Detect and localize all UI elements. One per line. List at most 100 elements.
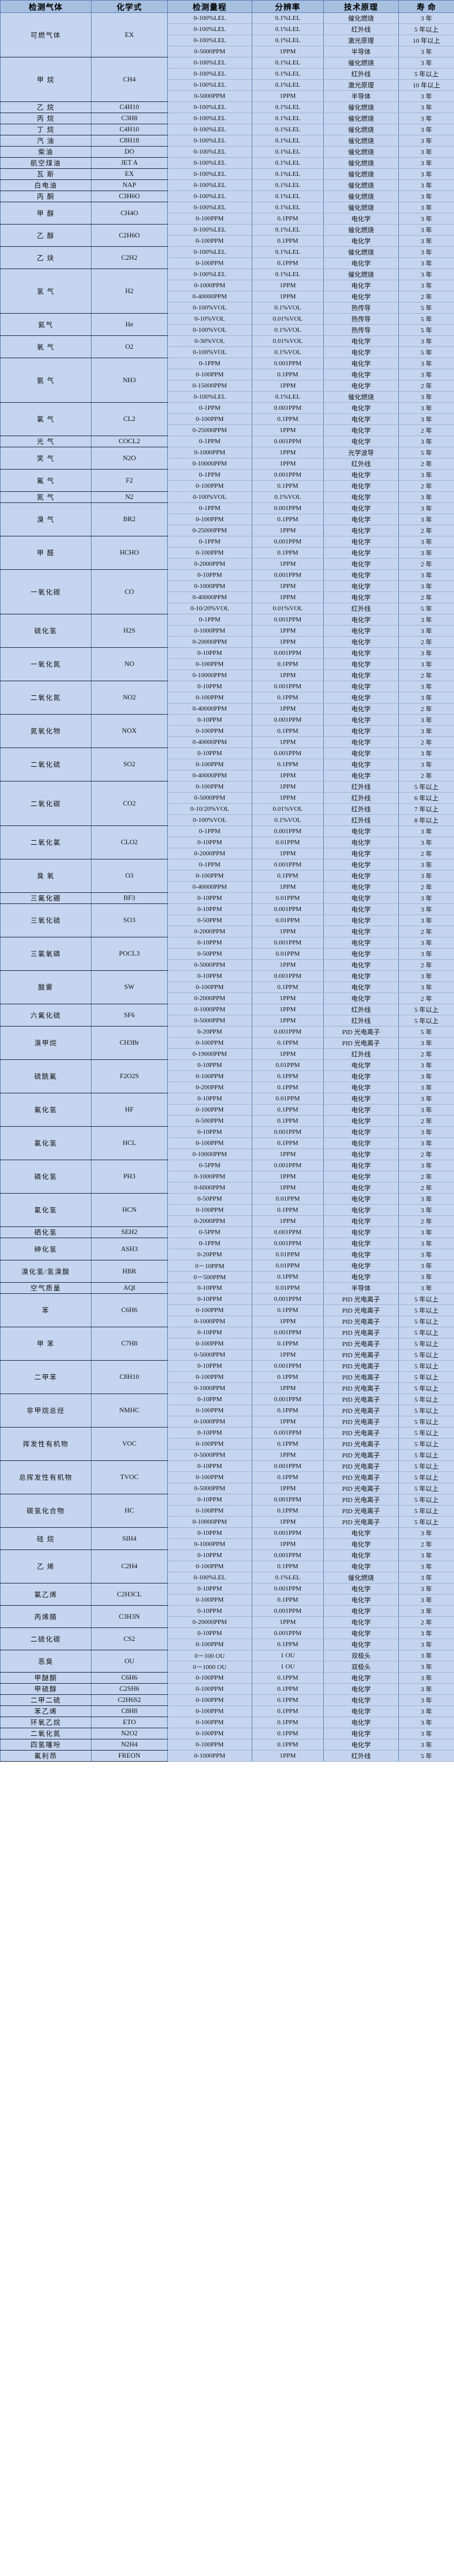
range-cell: 0-1000PPM (167, 1004, 252, 1015)
formula-cell: C2SH6 (91, 1683, 168, 1695)
resolution-cell: 0.001PPM (252, 1605, 324, 1617)
principle-cell: PID 光电离子 (323, 1382, 399, 1394)
principle-cell: 电化学 (323, 681, 399, 692)
range-cell: 0-10PPM (167, 1427, 252, 1439)
resolution-cell: 1PPM (252, 90, 324, 102)
header-row: 检测气体 化学式 检测量程 分辨率 技术原理 寿 命 (0, 0, 454, 13)
range-cell: 0-100%LEL (167, 168, 252, 180)
resolution-cell: 1PPM (252, 781, 324, 793)
resolution-cell: 0.1%LEL (252, 23, 324, 35)
table-row: 白电油 NAP 0-100%LEL 0.1%LEL 催化燃烧 3 年 (0, 179, 454, 191)
gas-name-cell: 总挥发性有机物 (0, 1460, 92, 1494)
gas-name-cell: 丙烯腈 (0, 1605, 92, 1628)
life-cell: 3 年 (398, 502, 454, 514)
table-row: 四氢噻吩 N2H4 0-100PPM 0.1PPM 电化学 3 年 (0, 1739, 454, 1751)
life-cell: 3 年 (398, 647, 454, 659)
gas-name-cell: 溴甲烷 (0, 1026, 92, 1060)
life-cell: 3 年 (398, 1260, 454, 1272)
table-row: 汽 油 C8H18 0-100%LEL 0.1%LEL 催化燃烧 3 年 (0, 135, 454, 147)
life-cell: 2 年 (398, 424, 454, 436)
range-cell: 0-10PPM (167, 1059, 252, 1071)
resolution-cell: 1PPM (252, 1004, 324, 1015)
gas-name-cell: 硫酰氟 (0, 1059, 92, 1093)
life-cell: 3 年 (398, 213, 454, 225)
table-row: 0-100%LEL 0.1%LEL 红外线 5 年以上 (1, 68, 454, 80)
table-row: 0-100PPM 0.1PPM 电化学 3 年 (1, 1104, 454, 1116)
table-row: 0-100PPM 0.1PPM 电化学 3 年 (1, 1137, 454, 1149)
formula-cell: C2H6O (91, 224, 168, 247)
range-cell: 0-5000PPM (167, 959, 252, 971)
range-cell: 0-5000PPM (167, 792, 252, 804)
principle-cell: 电化学 (323, 1561, 399, 1572)
table-row: 0-100PPM 0.1PPM PID 光电离子 3 年 (1, 1037, 454, 1049)
life-cell: 5 年 (398, 313, 454, 325)
principle-cell: PID 光电离子 (323, 1471, 399, 1483)
range-cell: 0-100PPM (167, 1672, 252, 1684)
table-row: 0－500PPM 0.1PPM 电化学 3 年 (1, 1271, 454, 1283)
principle-cell: 电化学 (323, 1627, 399, 1639)
gas-name-cell: 柴油 (0, 146, 92, 158)
formula-cell: N2O2 (91, 1728, 168, 1739)
life-cell: 3 年 (398, 1639, 454, 1650)
principle-cell: 电化学 (323, 948, 399, 960)
principle-cell: 电化学 (323, 1639, 399, 1650)
principle-cell: 电化学 (323, 747, 399, 759)
principle-cell: 电化学 (323, 725, 399, 737)
resolution-cell: 0.1%VOL (252, 346, 324, 358)
range-cell: 0-100%LEL (167, 179, 252, 191)
resolution-cell: 0.1PPM (252, 257, 324, 269)
gas-name-cell: 氮 气 (0, 491, 92, 503)
life-cell: 3 年 (398, 1527, 454, 1539)
table-row: 0-25000PPM 1PPM 电化学 2 年 (1, 424, 454, 436)
resolution-cell: 1PPM (252, 736, 324, 748)
table-row: 一氧化氮 NO 0-10PPM 0.001PPM 电化学 3 年 (0, 647, 454, 681)
gas-name-cell: 二硫化碳 (0, 1627, 92, 1650)
range-cell: 0-40000PPM (167, 736, 252, 748)
principle-cell: 电化学 (323, 580, 399, 592)
resolution-cell: 1PPM (252, 926, 324, 937)
resolution-cell: 1PPM (252, 1382, 324, 1394)
formula-cell: EX (91, 168, 168, 180)
resolution-cell: 0.001PPM (252, 1627, 324, 1639)
resolution-cell: 0.001PPM (252, 937, 324, 949)
table-row: 0-10/20%VOL 0.01%VOL 红外线 5 年 (1, 603, 454, 614)
principle-cell: 电化学 (323, 1215, 399, 1227)
life-cell: 5 年以上 (398, 1438, 454, 1450)
formula-cell: CO2 (91, 781, 168, 826)
range-cell: 0-10PPM (167, 937, 252, 949)
table-row: 0-100%VOL 0.1%VOL 红外线 8 年以上 (1, 814, 454, 826)
life-cell: 3 年 (398, 1126, 454, 1138)
table-row: 硅 烷 SIH4 0-10PPM 0.001PPM 电化学 3 年 (0, 1527, 454, 1550)
table-row: 三氟化硼 BF3 0-10PPM 0.01PPM 电化学 3 年 (0, 892, 454, 904)
resolution-cell: 0.01PPM (252, 1260, 324, 1272)
range-cell: 0-100PPM (167, 1037, 252, 1049)
principle-cell: 电化学 (323, 436, 399, 447)
resolution-cell: 1PPM (252, 1538, 324, 1550)
principle-cell: PID 光电离子 (323, 1360, 399, 1372)
range-cell: 0-1000PPM (167, 580, 252, 592)
table-row: 0-25000PPM 1PPM 电化学 2 年 (1, 525, 454, 536)
resolution-cell: 0.1PPM (252, 981, 324, 993)
resolution-cell: 0.01%VOL (252, 313, 324, 325)
gas-name-cell: 恶臭 (0, 1650, 92, 1673)
life-cell: 2 年 (398, 525, 454, 536)
principle-cell: 电化学 (323, 291, 399, 303)
gas-name-cell: 丙 烷 (0, 113, 92, 124)
life-cell: 5 年以上 (398, 1371, 454, 1383)
principle-cell: 电化学 (323, 592, 399, 603)
range-cell: 0-10PPM (167, 1394, 252, 1405)
resolution-cell: 1PPM (252, 959, 324, 971)
formula-cell: AQI (91, 1282, 168, 1294)
resolution-cell: 0.1PPM (252, 1694, 324, 1706)
principle-cell: 催化燃烧 (323, 191, 399, 202)
gas-name-cell: 甲硫醇 (0, 1683, 92, 1695)
gas-name-cell: 二氧化氮 (0, 681, 92, 715)
principle-cell: 激光原理 (323, 79, 399, 91)
formula-cell: SO2 (91, 747, 168, 781)
table-row: 甲 烷 CH4 0-100%LEL 0.1%LEL 催化燃烧 3 年 (0, 57, 454, 102)
table-row: 硫酰氟 F2O2S 0-10PPM 0.01PPM 电化学 3 年 (0, 1059, 454, 1093)
range-cell: 0-100%LEL (167, 101, 252, 113)
principle-cell: 电化学 (323, 358, 399, 369)
life-cell: 3 年 (398, 1160, 454, 1171)
table-row: 二硫化碳 CS2 0-10PPM 0.001PPM 电化学 3 年 (0, 1627, 454, 1650)
